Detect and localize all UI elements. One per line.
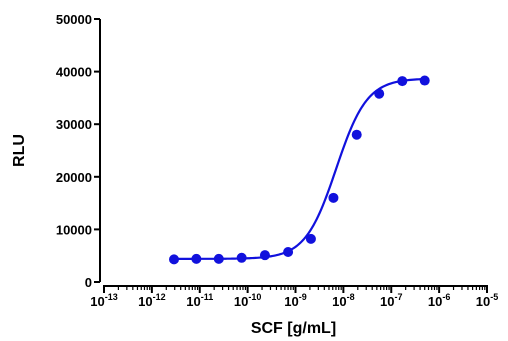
y-tick-label: 20000	[56, 170, 92, 185]
y-tick-label: 40000	[56, 65, 92, 80]
y-tick-label: 0	[85, 275, 92, 290]
y-tick-label: 30000	[56, 117, 92, 132]
x-tick-label: 10-13	[90, 292, 117, 309]
data-point	[397, 76, 408, 87]
x-axis-title: SCF [g/mL]	[251, 320, 336, 337]
data-point	[259, 250, 270, 261]
y-axis: 0 10000 20000 30000 40000 50000	[56, 12, 101, 290]
data-point	[328, 192, 339, 203]
data-point	[236, 252, 247, 263]
data-point	[419, 75, 430, 86]
fit-curve	[174, 77, 425, 260]
data-points	[169, 75, 430, 265]
y-axis-title: RLU	[11, 134, 28, 167]
data-point	[351, 129, 362, 140]
x-tick-label: 10-5	[476, 292, 498, 309]
data-point	[213, 253, 224, 264]
x-tick-label: 10-12	[138, 292, 165, 309]
x-tick-label: 10-8	[332, 292, 354, 309]
data-point	[283, 247, 294, 258]
x-axis: 10-13 10-12 10-11 10-10 10-9 10-8 10-7 10-6 10-5	[90, 285, 498, 309]
y-tick-label: 50000	[56, 12, 92, 27]
x-tick-label: 10-6	[428, 292, 450, 309]
data-point	[191, 253, 202, 264]
data-point	[169, 254, 180, 265]
x-tick-label: 10-10	[234, 292, 261, 309]
data-point	[305, 233, 316, 244]
data-point	[374, 88, 385, 99]
x-tick-label: 10-9	[284, 292, 306, 309]
x-tick-label: 10-7	[380, 292, 402, 309]
x-tick-label: 10-11	[186, 292, 213, 309]
y-tick-label: 10000	[56, 222, 92, 237]
fit-curve-group	[174, 77, 425, 260]
